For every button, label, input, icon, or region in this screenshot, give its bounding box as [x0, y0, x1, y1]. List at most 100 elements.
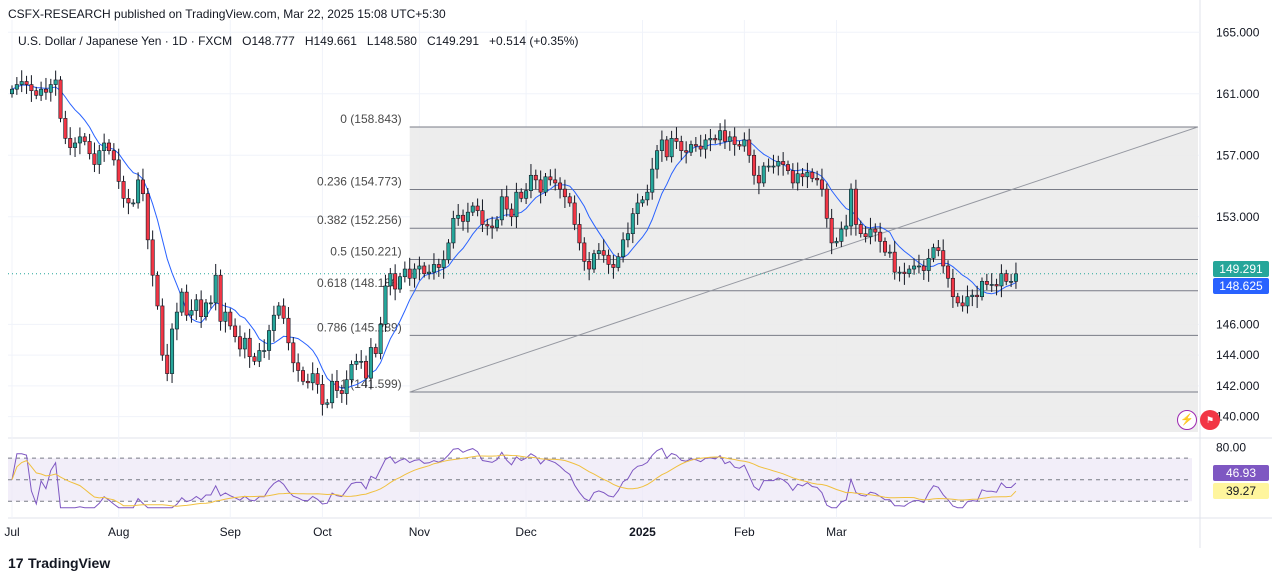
- candle-body: [693, 144, 698, 147]
- y-tick-label: 140.000: [1216, 410, 1260, 424]
- candle: [718, 123, 723, 146]
- candle-body: [63, 118, 68, 139]
- candle: [655, 144, 660, 179]
- candle: [839, 221, 844, 248]
- candle-body: [630, 213, 635, 234]
- candle: [111, 143, 116, 166]
- candle-body: [926, 257, 931, 271]
- candle: [810, 168, 815, 183]
- y-tick-label: 157.000: [1216, 148, 1260, 162]
- tradingview-logo-icon: 17: [8, 555, 24, 571]
- y-tick-label: 161.000: [1216, 87, 1260, 101]
- candle-body: [572, 202, 577, 225]
- candle-body: [543, 176, 548, 193]
- candle: [630, 208, 635, 244]
- symbol-label: U.S. Dollar / Japanese Yen · 1D · FXCM: [18, 34, 233, 48]
- candle: [703, 134, 708, 159]
- candle: [815, 170, 820, 186]
- candle: [553, 168, 558, 191]
- candle-body: [276, 305, 281, 316]
- y-tick-label: 144.000: [1216, 348, 1260, 362]
- candle: [233, 318, 238, 343]
- lightning-icon[interactable]: ⚡: [1177, 410, 1197, 430]
- candle-body: [242, 337, 247, 350]
- candle-body: [659, 139, 664, 151]
- candle-body: [140, 179, 145, 195]
- candle-body: [946, 265, 951, 279]
- candle: [97, 144, 102, 174]
- candle: [10, 85, 15, 98]
- candle-body: [427, 271, 432, 274]
- candle-body: [766, 165, 771, 168]
- rsi-value-tag: 46.93: [1213, 465, 1269, 481]
- candle-body: [868, 228, 873, 238]
- candle-body: [407, 268, 412, 279]
- low-value: L148.580: [366, 34, 417, 48]
- candle: [941, 239, 946, 274]
- candle-body: [461, 214, 466, 222]
- candle: [189, 299, 194, 323]
- y-tick-label: 165.000: [1216, 25, 1260, 39]
- candle-body: [446, 242, 451, 261]
- ma-value-tag: 148.625: [1213, 278, 1269, 294]
- candle-body: [892, 251, 897, 273]
- candle: [155, 271, 160, 310]
- candle: [950, 268, 955, 308]
- candle: [378, 316, 383, 360]
- candle: [24, 75, 29, 94]
- candle: [165, 343, 170, 382]
- candle: [674, 127, 679, 149]
- candle: [999, 264, 1004, 298]
- candle-body: [829, 218, 834, 244]
- candle-body: [625, 233, 630, 241]
- candle: [931, 243, 936, 263]
- candle: [926, 248, 931, 282]
- fib-level-label: 0 (158.843): [340, 112, 401, 126]
- candle: [679, 135, 684, 161]
- candle-body: [834, 241, 839, 244]
- candle-body: [611, 264, 616, 268]
- candle: [902, 262, 907, 285]
- candle-body: [640, 199, 645, 204]
- candle: [572, 195, 577, 231]
- candle: [528, 164, 533, 199]
- candle-body: [145, 193, 150, 241]
- candle-body: [300, 370, 305, 382]
- candle: [509, 203, 514, 227]
- candle-body: [131, 202, 136, 205]
- candles: [10, 70, 1018, 416]
- candle-body: [582, 242, 587, 262]
- candle-body: [824, 188, 829, 219]
- candle: [596, 243, 601, 260]
- candle-body: [776, 161, 781, 167]
- candle-body: [121, 181, 126, 199]
- candle: [805, 162, 810, 189]
- candle: [591, 249, 596, 273]
- candle-body: [538, 179, 543, 193]
- candle-body: [1004, 273, 1009, 282]
- rsi-line: [11, 447, 1017, 509]
- candle: [441, 250, 446, 279]
- candle-body: [155, 274, 160, 307]
- candle-body: [882, 241, 887, 253]
- candle-body: [330, 380, 335, 404]
- candle-body: [902, 271, 907, 274]
- candle-body: [955, 296, 960, 304]
- candle-body: [800, 173, 805, 178]
- candle-body: [194, 299, 199, 311]
- open-value: O148.777: [242, 34, 295, 48]
- candle: [621, 232, 626, 263]
- candle-body: [10, 88, 15, 95]
- candle-body: [267, 330, 272, 351]
- flag-icon[interactable]: ⚑: [1200, 410, 1220, 430]
- candle: [640, 196, 645, 207]
- candle-body: [616, 256, 621, 268]
- tradingview-logo[interactable]: 17 TradingView: [8, 555, 110, 571]
- candle-body: [281, 305, 286, 319]
- candle-body: [165, 354, 170, 374]
- candle: [732, 127, 737, 156]
- candle-body: [849, 188, 854, 227]
- candle: [349, 360, 354, 384]
- candle: [887, 244, 892, 258]
